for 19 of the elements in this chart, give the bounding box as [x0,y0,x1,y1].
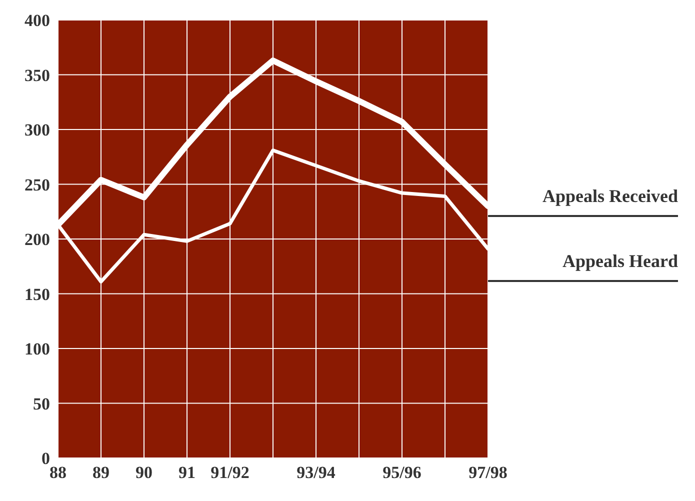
x-tick-label: 90 [136,463,152,482]
y-tick-label: 250 [24,175,50,194]
x-tick-label: 93/94 [296,463,336,482]
x-tick-label: 91/92 [210,463,250,482]
y-tick-label: 350 [24,66,50,85]
x-tick-label: 97/98 [468,463,508,482]
y-tick-label: 400 [24,11,50,30]
y-tick-label: 50 [33,394,50,414]
y-tick-label: 100 [24,340,50,359]
y-tick-label: 0 [42,449,50,468]
y-tick-label: 300 [24,120,50,140]
text: Appeals Received [542,186,678,208]
y-tick-label: 200 [24,230,50,250]
x-tick-label: 95/96 [382,463,422,482]
x-tick-label: 91 [178,463,196,482]
x-tick-label: 88 [50,463,66,482]
y-tick-label: 150 [24,284,50,304]
text: Appeals Heard [561,250,678,273]
x-tick-label: 89 [92,463,110,482]
